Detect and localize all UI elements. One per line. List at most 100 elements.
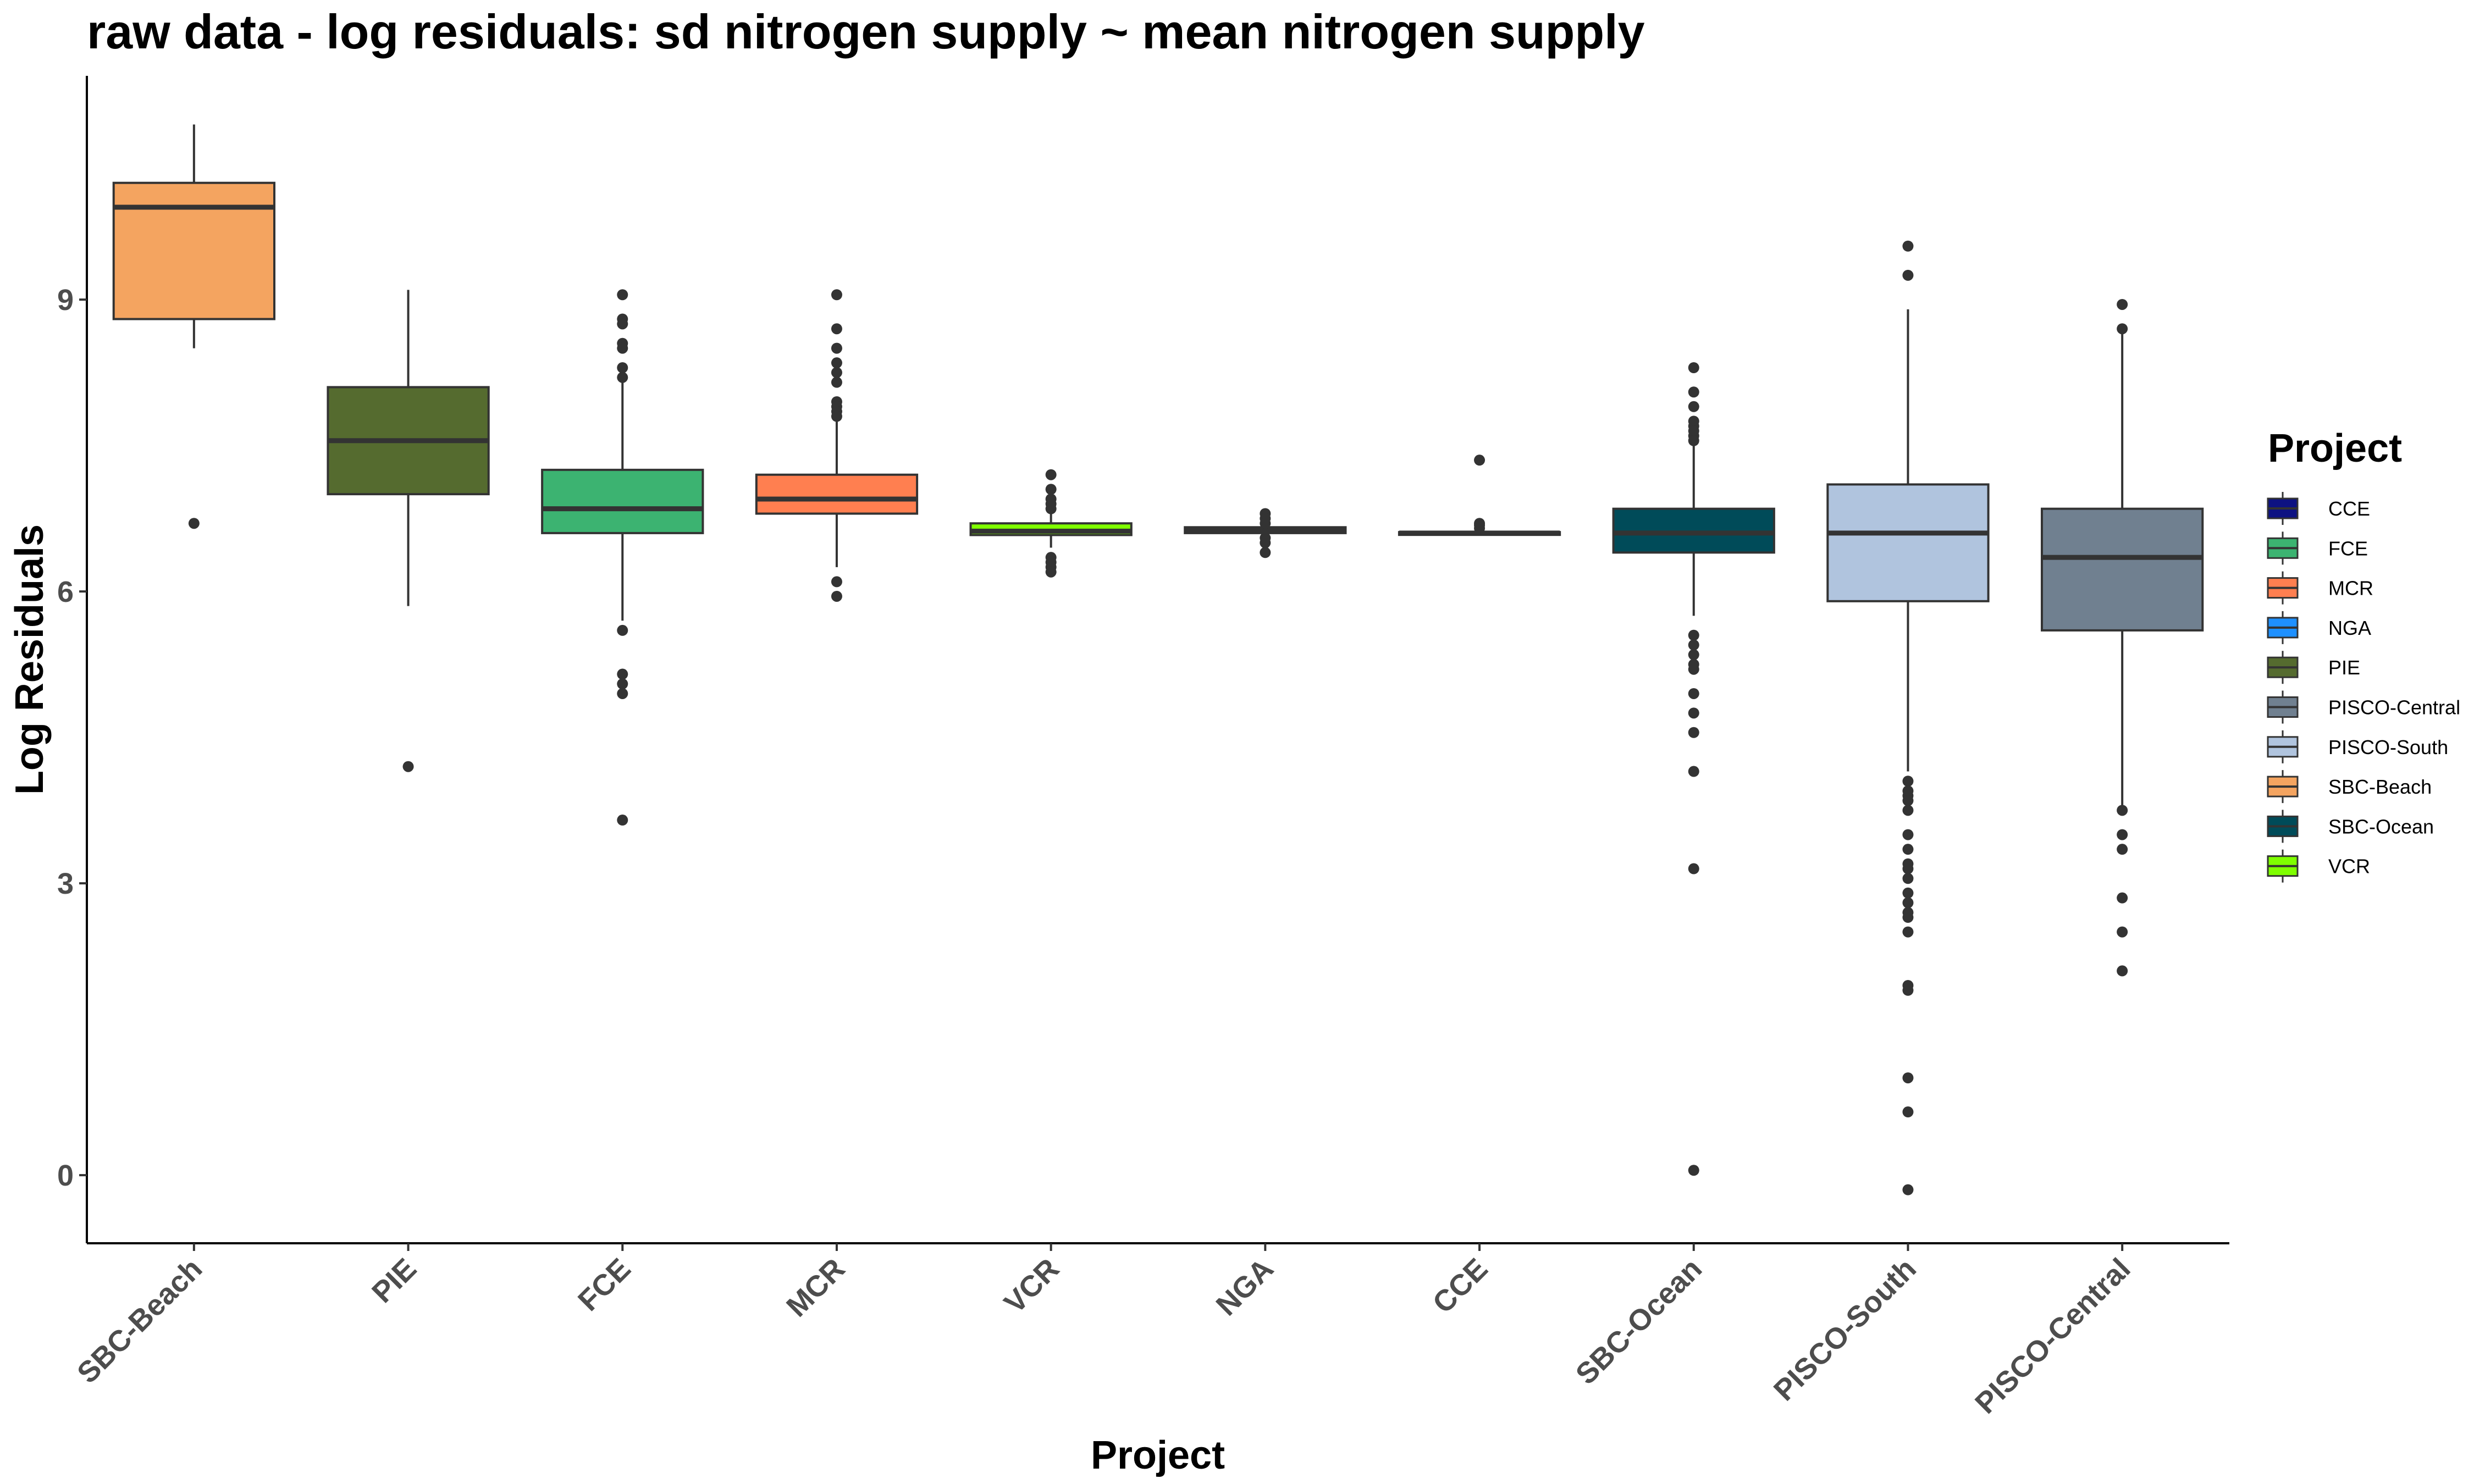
- x-tick-label: MCR: [780, 1252, 851, 1323]
- legend-label: PISCO-South: [2328, 736, 2448, 758]
- outlier-point: [1688, 649, 1699, 661]
- legend: Project CCE FCE MCR NGA PIE PISCO-Central PISC…: [2267, 427, 2460, 883]
- outlier-point: [617, 318, 628, 330]
- x-tick-label: NGA: [1210, 1252, 1280, 1322]
- outlier-point: [2117, 323, 2128, 335]
- y-tick-label: 6: [57, 575, 74, 608]
- outlier-point: [1688, 435, 1699, 446]
- legend-label: SBC-Ocean: [2328, 815, 2434, 838]
- outlier-point: [2117, 805, 2128, 816]
- outlier-point: [1902, 984, 1914, 996]
- legend-item-pisco-south: PISCO-South: [2267, 730, 2448, 763]
- outlier-point: [1902, 1184, 1914, 1195]
- outlier-point: [2117, 965, 2128, 977]
- outlier-point: [617, 372, 628, 383]
- outlier-point: [402, 761, 414, 772]
- legend-label: PIE: [2328, 656, 2360, 679]
- outlier-point: [1045, 503, 1057, 514]
- outlier-point: [617, 342, 628, 354]
- x-tick-label: SBC-Ocean: [1570, 1252, 1709, 1391]
- outlier-point: [2117, 892, 2128, 904]
- outlier-point: [1688, 863, 1699, 874]
- outlier-point: [1902, 269, 1914, 281]
- y-tick-label: 3: [57, 867, 74, 900]
- box-fce: [541, 289, 704, 826]
- box-pisco-central: [2041, 298, 2204, 977]
- box-body: [1826, 483, 1990, 602]
- outlier-point: [831, 590, 842, 602]
- outlier-point: [831, 376, 842, 388]
- x-tick-label: FCE: [572, 1252, 637, 1317]
- x-tick-label: PISCO-South: [1768, 1252, 1923, 1407]
- legend-label: NGA: [2328, 617, 2371, 639]
- outlier-point: [2117, 829, 2128, 840]
- outlier-point: [1688, 727, 1699, 738]
- outlier-point: [1902, 844, 1914, 855]
- box-body: [541, 468, 704, 534]
- outlier-point: [831, 576, 842, 588]
- y-axis: 0 3 6 9: [57, 284, 87, 1192]
- outlier-point: [1688, 639, 1699, 651]
- outlier-point: [1688, 1165, 1699, 1176]
- plot-area: [112, 124, 2204, 1195]
- legend-label: CCE: [2328, 497, 2370, 520]
- y-tick-label: 9: [57, 284, 74, 317]
- outlier-point: [1902, 805, 1914, 816]
- legend-title: Project: [2268, 427, 2402, 470]
- outlier-point: [2117, 298, 2128, 310]
- outlier-point: [617, 362, 628, 373]
- outlier-point: [1902, 776, 1914, 787]
- box-cce: [1398, 455, 1561, 536]
- legend-item-cce: CCE: [2267, 492, 2370, 525]
- outlier-point: [1260, 518, 1271, 529]
- outlier-point: [1902, 912, 1914, 923]
- outlier-point: [831, 342, 842, 354]
- x-tick-label: PISCO-Central: [1969, 1252, 2137, 1420]
- outlier-point: [831, 357, 842, 369]
- outlier-point: [1688, 766, 1699, 777]
- outlier-point: [617, 624, 628, 636]
- outlier-point: [1474, 523, 1485, 534]
- y-tick-label: 0: [57, 1159, 74, 1192]
- outlier-point: [1474, 455, 1485, 466]
- outlier-point: [617, 668, 628, 680]
- outlier-point: [2117, 844, 2128, 855]
- legend-item-pisco-central: PISCO-Central: [2267, 690, 2460, 724]
- outlier-point: [1902, 795, 1914, 806]
- box-body: [755, 473, 919, 515]
- x-axis: SBC-Beach PIE FCE MCR VCR NGA CCE SBC-Ocean PISC…: [71, 1243, 2137, 1420]
- outlier-point: [831, 367, 842, 378]
- legend-item-fce: FCE: [2267, 531, 2368, 565]
- outlier-point: [617, 678, 628, 690]
- outlier-point: [831, 289, 842, 301]
- legend-item-pie: PIE: [2267, 651, 2360, 684]
- outlier-point: [2117, 926, 2128, 938]
- box-sbc-beach: [112, 124, 275, 529]
- outlier-point: [1902, 240, 1914, 252]
- chart-title: raw data - log residuals: sd nitrogen su…: [87, 4, 1645, 59]
- outlier-point: [1688, 688, 1699, 699]
- x-tick-label: SBC-Beach: [71, 1252, 208, 1389]
- outlier-point: [1902, 1106, 1914, 1118]
- outlier-point: [1902, 926, 1914, 938]
- legend-label: VCR: [2328, 855, 2370, 878]
- x-tick-label: CCE: [1426, 1252, 1494, 1320]
- outlier-point: [1688, 663, 1699, 675]
- x-tick-label: VCR: [998, 1252, 1065, 1320]
- outlier-point: [617, 688, 628, 699]
- x-tick-label: PIE: [366, 1252, 423, 1309]
- legend-label: MCR: [2328, 577, 2373, 600]
- y-axis-title: Log Residuals: [8, 524, 52, 795]
- outlier-point: [1688, 362, 1699, 373]
- x-axis-title: Project: [1091, 1433, 1225, 1477]
- outlier-point: [188, 518, 200, 529]
- outlier-point: [1902, 1072, 1914, 1084]
- legend-item-nga: NGA: [2267, 611, 2371, 644]
- outlier-point: [1902, 897, 1914, 909]
- box-body: [112, 181, 275, 320]
- legend-label: SBC-Beach: [2328, 776, 2432, 798]
- outlier-point: [1902, 873, 1914, 884]
- outlier-point: [1688, 629, 1699, 641]
- box-pie: [327, 290, 490, 772]
